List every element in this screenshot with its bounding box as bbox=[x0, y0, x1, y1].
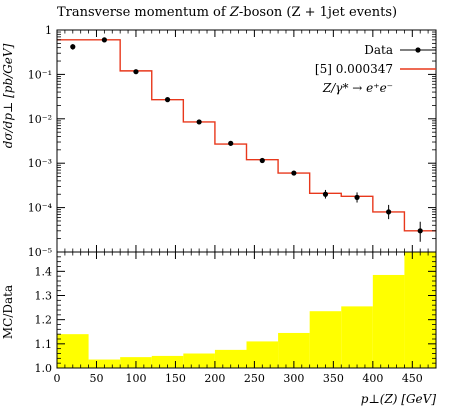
x-tick-label: 200 bbox=[204, 372, 225, 385]
ratio-y-tick-label: 1.1 bbox=[35, 338, 53, 351]
x-tick-label: 0 bbox=[54, 372, 61, 385]
data-point bbox=[101, 37, 107, 43]
data-point bbox=[70, 44, 76, 50]
data-point bbox=[354, 194, 360, 200]
ratio-y-tick-label: 1.0 bbox=[35, 362, 53, 375]
main-y-tick-label: 10⁻⁵ bbox=[28, 246, 52, 259]
title-prefix: Transverse momentum of bbox=[57, 5, 230, 20]
legend-process-label: Z/γ* → e⁺e⁻ bbox=[322, 81, 393, 95]
ratio-bar bbox=[341, 306, 373, 368]
x-tick-label: 400 bbox=[362, 372, 383, 385]
legend-data-marker bbox=[415, 47, 421, 53]
x-tick-label: 250 bbox=[244, 372, 265, 385]
data-point bbox=[322, 191, 329, 197]
data-point bbox=[228, 140, 234, 146]
ratio-bar bbox=[88, 359, 121, 368]
chart-title: Transverse momentum of Z-boson (Z + 1jet… bbox=[57, 5, 397, 20]
title-particle: Z bbox=[229, 5, 239, 20]
ratio-bar bbox=[214, 349, 247, 368]
ratio-y-tick-label: 1.4 bbox=[35, 265, 53, 278]
x-axis-label: p⊥(Z) [GeV] bbox=[361, 392, 437, 406]
ratio-bar bbox=[246, 341, 279, 368]
main-y-tick-label: 10⁻⁴ bbox=[28, 202, 53, 215]
x-tick-label: 100 bbox=[125, 372, 146, 385]
x-tick-label: 150 bbox=[165, 372, 186, 385]
data-point bbox=[386, 209, 392, 215]
ratio-panel: 0 50 100 150 200 250 300 350 400 450 1.0 1.1 1.2 1.3 1… bbox=[35, 251, 437, 385]
data-point bbox=[259, 157, 265, 164]
ratio-bar bbox=[309, 311, 342, 368]
data-point bbox=[417, 228, 423, 234]
main-y-tick-label: 10⁻³ bbox=[28, 157, 52, 170]
legend: Data [5] 0.000347 Z/γ* → e⁺e⁻ bbox=[315, 43, 436, 95]
mc-histogram-line bbox=[57, 39, 436, 232]
ratio-bar bbox=[183, 353, 215, 368]
main-y-tick-label: 1 bbox=[45, 24, 52, 37]
ratio-y-tick-label: 1.3 bbox=[35, 290, 53, 303]
x-tick-label: 450 bbox=[402, 372, 423, 385]
ratio-bar bbox=[404, 252, 436, 368]
y-axis-label-ratio: MC/Data bbox=[1, 285, 15, 339]
x-tick-label: 350 bbox=[323, 372, 344, 385]
ratio-bar bbox=[57, 334, 89, 368]
main-y-tick-label: 10⁻² bbox=[28, 113, 52, 126]
ratio-y-tick-label: 1.2 bbox=[35, 314, 53, 327]
ratio-bar bbox=[372, 274, 405, 368]
x-tick-label: 50 bbox=[89, 372, 103, 385]
legend-data-label: Data bbox=[364, 43, 393, 57]
main-y-tick-label: 10⁻¹ bbox=[28, 68, 52, 81]
title-suffix: -boson (Z + 1jet events) bbox=[238, 5, 398, 20]
data-point bbox=[196, 119, 202, 125]
main-panel: 10⁻⁵ 10⁻⁴ 10⁻³ 10⁻² 10⁻¹ 1 bbox=[28, 24, 437, 259]
legend-mc-label: [5] 0.000347 bbox=[315, 62, 393, 76]
x-tick-label: 300 bbox=[283, 372, 304, 385]
data-point bbox=[291, 170, 297, 176]
data-point bbox=[164, 97, 171, 103]
data-point bbox=[133, 69, 139, 75]
y-axis-label-main: dσ/dp⊥ [pb/GeV] bbox=[1, 43, 15, 148]
